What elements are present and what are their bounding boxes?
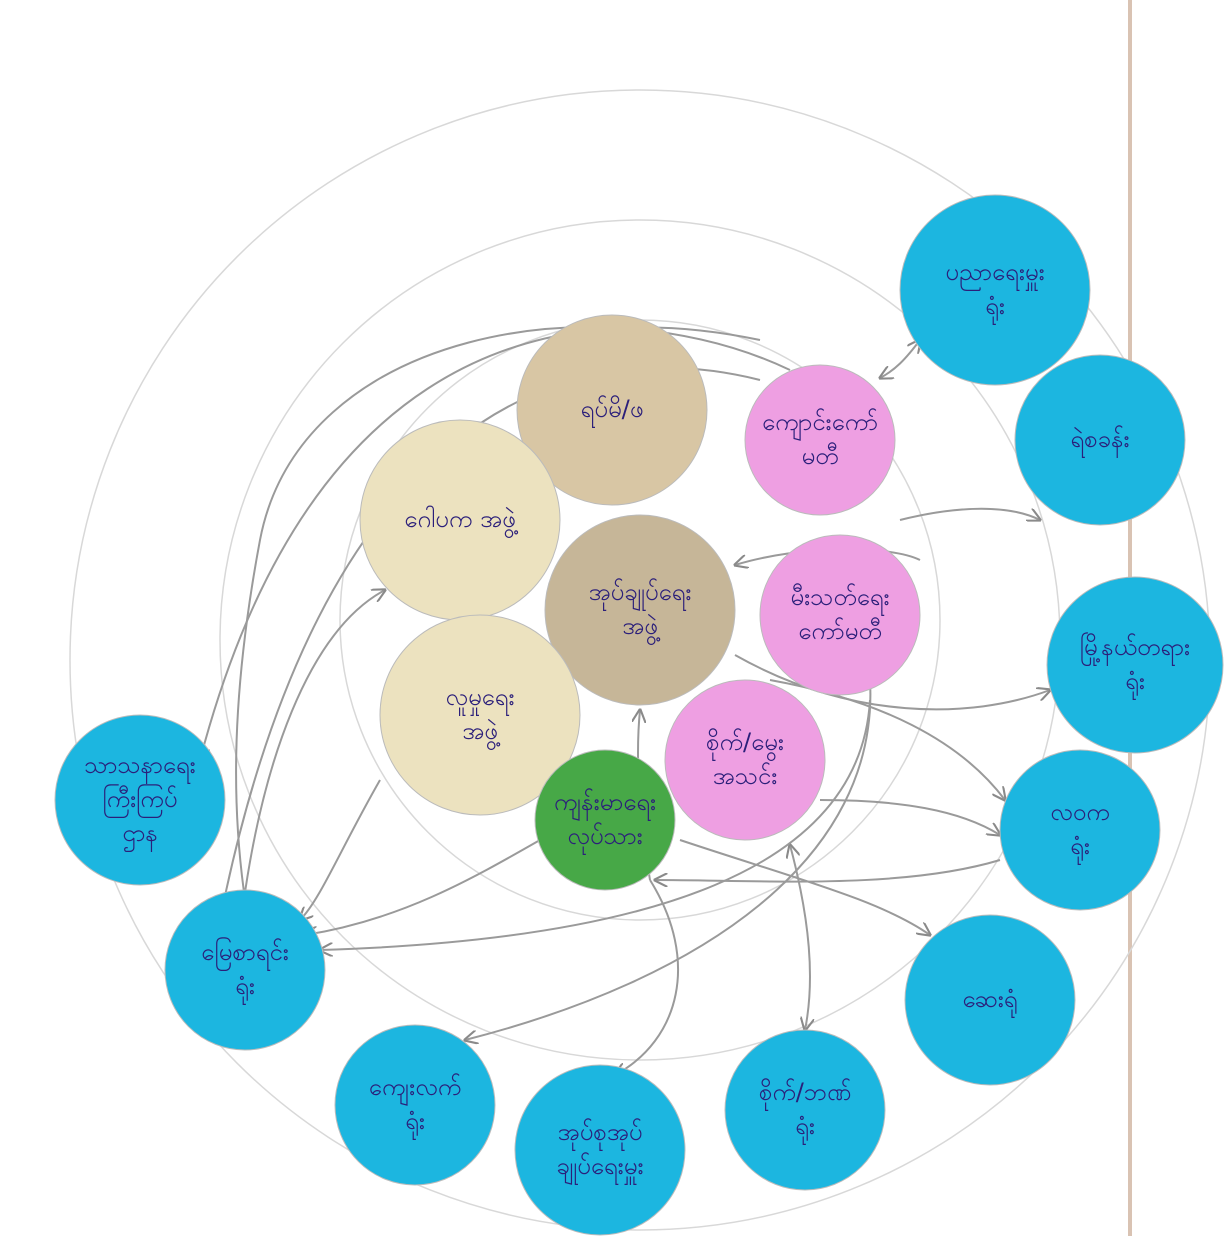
node-circle — [1000, 750, 1160, 910]
node-circle — [745, 365, 895, 515]
node-circle — [725, 1030, 885, 1190]
arrow — [300, 780, 380, 920]
node-label: လုပ်သား — [567, 821, 642, 855]
node-circle — [515, 1065, 685, 1235]
node-label: လဝက — [1050, 798, 1109, 826]
node: သာသနာရေးကြီးကြပ်ဌာန — [55, 715, 225, 885]
node: ဂေါပက အဖွဲ့ — [360, 420, 560, 620]
node-label: ရပ်မိ/ဖ — [581, 394, 644, 428]
node-circle — [900, 195, 1090, 385]
node: ပညာရေးမှူးရုံး — [900, 195, 1090, 385]
diagram: ရပ်မိ/ဖဂေါပက အဖွဲ့အုပ်ချုပ်ရေးအဖွဲ့လူမှု… — [0, 0, 1224, 1236]
arrow — [900, 509, 1040, 520]
node-label: ကြီးကြပ် — [103, 783, 178, 818]
node-label: စိုက်/ဘဏ် — [759, 1077, 851, 1111]
node: စိုက်/မွေးအသင်း — [665, 680, 825, 840]
node: ကျန်းမာရေးလုပ်သား — [535, 750, 675, 890]
node-circle — [760, 535, 920, 695]
node-label: ကျောင်းကော် — [762, 407, 878, 441]
node-label: မြို့နယ်တရား — [1080, 631, 1190, 666]
node: ကျေးလက်ရုံး — [335, 1025, 495, 1185]
node-circle — [535, 750, 675, 890]
arrow — [655, 860, 1000, 882]
node-label: မြေစာရင်း — [201, 936, 289, 971]
node-circle — [1047, 577, 1223, 753]
node-label: မတီ — [801, 441, 838, 470]
node-circle — [165, 890, 325, 1050]
node-label: ကော်မတီ — [798, 616, 881, 645]
node: ရဲစခန်း — [1015, 355, 1185, 525]
node: ကျောင်းကော်မတီ — [745, 365, 895, 515]
node-label: အသင်း — [713, 761, 778, 790]
node-circle — [665, 680, 825, 840]
node: မြို့နယ်တရားရုံး — [1047, 577, 1223, 753]
node-label: အုပ်စုအုပ် — [558, 1117, 643, 1151]
node: မီးသတ်ရေးကော်မတီ — [760, 535, 920, 695]
node-label: ရဲစခန်း — [1070, 424, 1129, 458]
node-circle — [545, 515, 735, 705]
node: စိုက်/ဘဏ်ရုံး — [725, 1030, 885, 1190]
node-label: မီးသတ်ရေး — [790, 582, 889, 616]
node: ဆေးရုံ — [905, 915, 1075, 1085]
arrow — [820, 800, 1000, 835]
node-label: ကျေးလက် — [369, 1072, 461, 1106]
node: အုပ်စုအုပ်ချုပ်ရေးမှူး — [515, 1065, 685, 1235]
node-label: ကျန်းမာရေး — [554, 787, 656, 821]
node-circle — [335, 1025, 495, 1185]
node: မြေစာရင်းရုံး — [165, 890, 325, 1050]
node: အုပ်ချုပ်ရေးအဖွဲ့ — [545, 515, 735, 705]
arrow — [880, 340, 920, 378]
